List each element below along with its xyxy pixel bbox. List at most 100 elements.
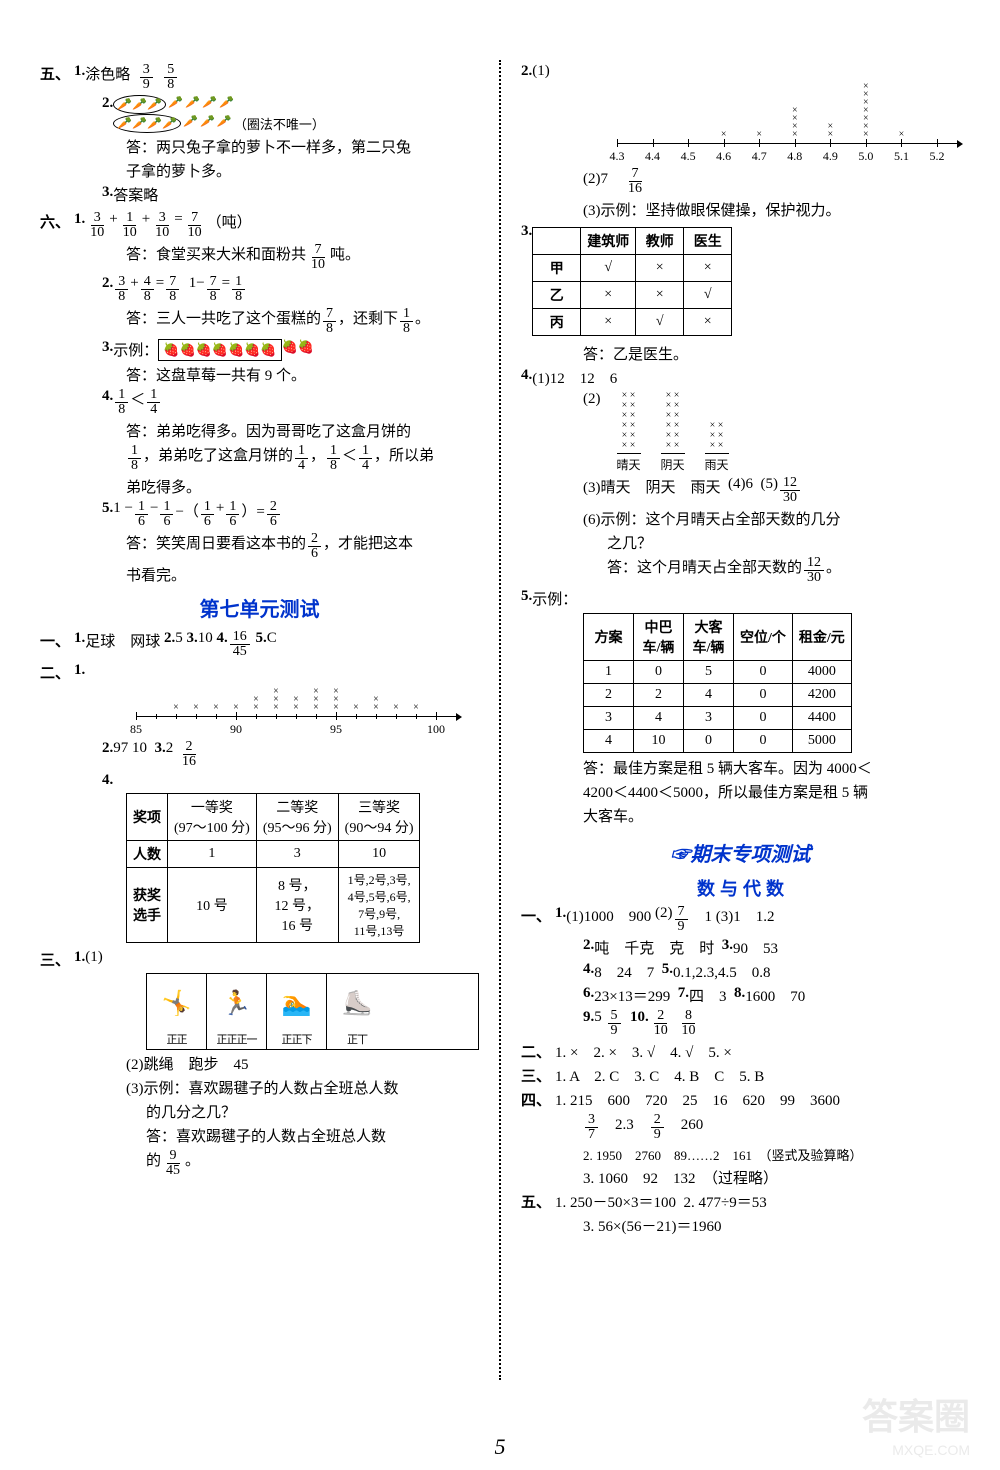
frac: 78	[323, 307, 336, 336]
left-column: 五、 1. 涂色略 39 58 2. 🥕🥕🥕 🥕🥕🥕🥕 🥕🥕🥕🥕 🥕🥕🥕 （圈法…	[40, 60, 479, 1380]
q3-num: 3.	[102, 184, 113, 201]
r-q4-2: (2) × ×× ×× ×× ×× ×× ×晴天× ×× ×× ×× ×× ××…	[521, 391, 960, 473]
award-table: 奖项一等奖(97～100 分)二等奖(95～96 分)三等奖(90～94 分) …	[126, 793, 420, 943]
frac: 37	[585, 1113, 598, 1142]
u7s3-label: 三、	[40, 949, 70, 970]
frac: 38	[115, 275, 128, 304]
q2n: 2.	[102, 740, 113, 757]
u7-sec1: 一、 1. 足球 网球 2. 5 3. 10 4. 1645 5. C	[40, 630, 479, 659]
weather-chart: × ×× ×× ×× ×× ×× ×晴天× ×× ×× ×× ×× ×× ×阴天…	[607, 391, 739, 473]
sec6-q3: 3. 示例： 🍓🍓🍓🍓🍓🍓🍓🍓🍓	[40, 339, 479, 361]
frac: 16	[226, 500, 239, 529]
q2-ans1: 答：两只兔子拿的萝卜不一样多，第二只兔	[40, 136, 479, 157]
sec6-q1: 六、 1. 310+ 110+ 310= 710 （吨）	[40, 211, 479, 240]
sec5-q2: 2. 🥕🥕🥕 🥕🥕🥕🥕 🥕🥕🥕🥕 🥕🥕🥕 （圈法不唯一）	[40, 95, 479, 133]
frac: 216	[179, 740, 199, 769]
u7s3-sub3d: 的 945 。	[40, 1149, 479, 1178]
frac: 16	[201, 500, 214, 529]
frac: 310	[87, 211, 107, 240]
frac: 18	[400, 307, 413, 336]
right-column: 2. (1) 4.34.44.54.64.74.84.95.05.15.2×××…	[521, 60, 960, 1380]
f-s1-q23: 2.吨 千克 克 时 3.90 53	[521, 937, 960, 958]
r-q2-sub3: (3)示例：坚持做眼保健操，保护视力。	[521, 199, 960, 220]
bus-plan-table: 方案中巴车/辆大客车/辆空位/个租金/元10504000224042003430…	[583, 613, 852, 753]
u7-nl1: 859095100××××××××××××××××××××××	[40, 687, 479, 737]
f-s4-q2: 2. 1950 2760 89……2 161 （竖式及验算略）	[521, 1145, 960, 1164]
q2-num: 2.	[521, 63, 532, 80]
q3n: 3.	[155, 740, 166, 757]
profession-table: 建筑师教师医生甲√××乙××√丙×√×	[532, 227, 732, 336]
q1-ans: 答：食堂买来大米和面粉共 710 吨。	[40, 243, 479, 272]
q1n: 1.	[74, 949, 85, 966]
q4-ans3: 弟吃得多。	[40, 476, 479, 497]
r-q2: 2. (1)	[521, 63, 960, 80]
q5-num: 5.	[102, 500, 113, 517]
frac: 1230	[780, 476, 800, 505]
q2-ans2: 子拿的萝卜多。	[40, 160, 479, 181]
frac: 14	[359, 444, 372, 473]
frac: 110	[120, 211, 140, 240]
frac: 78	[166, 275, 179, 304]
fs2-label: 二、	[521, 1041, 551, 1062]
q4n: 4.	[102, 772, 113, 789]
q3-text: 答案略	[113, 184, 158, 205]
final-subtitle: 数 与 代 数	[521, 875, 960, 901]
q4-num: 4.	[521, 367, 532, 384]
frac: 810	[679, 1009, 699, 1038]
frac: 710	[185, 211, 205, 240]
r-q4-345: (3)晴天 阴天 雨天 (4)6 (5) 1230	[521, 476, 960, 505]
frac: 29	[651, 1113, 664, 1142]
q3-num: 3.	[521, 223, 532, 240]
r-q5-table: 方案中巴车/辆大客车/辆空位/个租金/元10504000224042003430…	[521, 613, 960, 753]
u7s3-sub3a: (3)示例：喜欢踢毽子的人数占全班总人数	[40, 1077, 479, 1098]
fs4-label: 四、	[521, 1089, 551, 1110]
fs5-label: 五、	[521, 1191, 551, 1212]
r-q5-ans1: 答：最佳方案是租 5 辆大客车。因为 4000＜	[521, 757, 960, 778]
u7-table4: 奖项一等奖(97～100 分)二等奖(95～96 分)三等奖(90～94 分) …	[40, 793, 479, 943]
q5-num: 5.	[521, 588, 532, 605]
strawberry-box: 🍓🍓🍓🍓🍓🍓🍓	[158, 339, 281, 361]
r-q4-6b: 之几？	[521, 532, 960, 553]
q3n: 3.	[187, 630, 198, 647]
frac: 18	[115, 388, 128, 417]
sec6-label: 六、	[40, 211, 70, 232]
f-s1-q45: 4.8 24 7 5.0.1,2.3,4.5 0.8	[521, 961, 960, 982]
r-q3: 3. 建筑师教师医生甲√××乙××√丙×√×	[521, 223, 960, 340]
r-q5: 5. 示例：	[521, 588, 960, 609]
u7-sec2-q4: 4.	[40, 772, 479, 789]
r-q5-ans2: 4200＜4400＜5000，所以最佳方案是租 5 辆	[521, 781, 960, 802]
q2-num: 2.	[102, 275, 113, 292]
u7s3-sub2: (2)跳绳 跑步 45	[40, 1053, 479, 1074]
q1-num: 1.	[74, 211, 85, 228]
sec5-q1: 五、 1. 涂色略 39 58	[40, 63, 479, 92]
fish-graphic: 🥕🥕🥕 🥕🥕🥕🥕 🥕🥕🥕🥕 🥕🥕🥕	[113, 95, 234, 133]
q3-ans: 答：这盘草莓一共有 9 个。	[40, 364, 479, 385]
r-q4-6a: (6)示例：这个月晴天占全部天数的几分	[521, 508, 960, 529]
r-q4-1: 4. (1)12 12 6	[521, 367, 960, 388]
f-s1-q678: 6.23×13＝299 7.四 3 8.1600 70	[521, 985, 960, 1006]
f-s4-q1a: 四、 1. 215 600 720 25 16 620 99 3600	[521, 1089, 960, 1110]
q3-num: 3.	[102, 339, 113, 356]
frac: 18	[128, 444, 141, 473]
frac: 26	[267, 500, 280, 529]
frac: 210	[651, 1009, 671, 1038]
page: 五、 1. 涂色略 39 58 2. 🥕🥕🥕 🥕🥕🥕🥕 🥕🥕🥕🥕 🥕🥕🥕 （圈法…	[40, 60, 960, 1380]
q4-ans1: 答：弟弟吃得多。因为哥哥吃了这盒月饼的	[40, 420, 479, 441]
watermark: 答案圈	[862, 1388, 970, 1440]
u7s3-sub3b: 的几分之几？	[40, 1101, 479, 1122]
sec6-q2: 2. 38+ 48= 78 1− 78= 18	[40, 275, 479, 304]
frac: 18	[327, 444, 340, 473]
frac: 1230	[804, 556, 824, 585]
q4-num: 4.	[102, 388, 113, 405]
sec6-q4: 4. 18 ＜ 14	[40, 388, 479, 417]
frac: 14	[147, 388, 160, 417]
sec5-label: 五、	[40, 63, 70, 84]
page-number: 5	[495, 1434, 506, 1460]
q2-ans: 答：三人一共吃了这个蛋糕的 78 ，还剩下 18 。	[40, 307, 479, 336]
frac: 79	[675, 905, 688, 934]
frac: 310	[152, 211, 172, 240]
frac: 710	[308, 243, 328, 272]
frac: 58	[164, 63, 177, 92]
q3-prefix: 示例：	[113, 339, 158, 360]
r-q4-6c: 答：这个月晴天占全部天数的 1230 。	[521, 556, 960, 585]
